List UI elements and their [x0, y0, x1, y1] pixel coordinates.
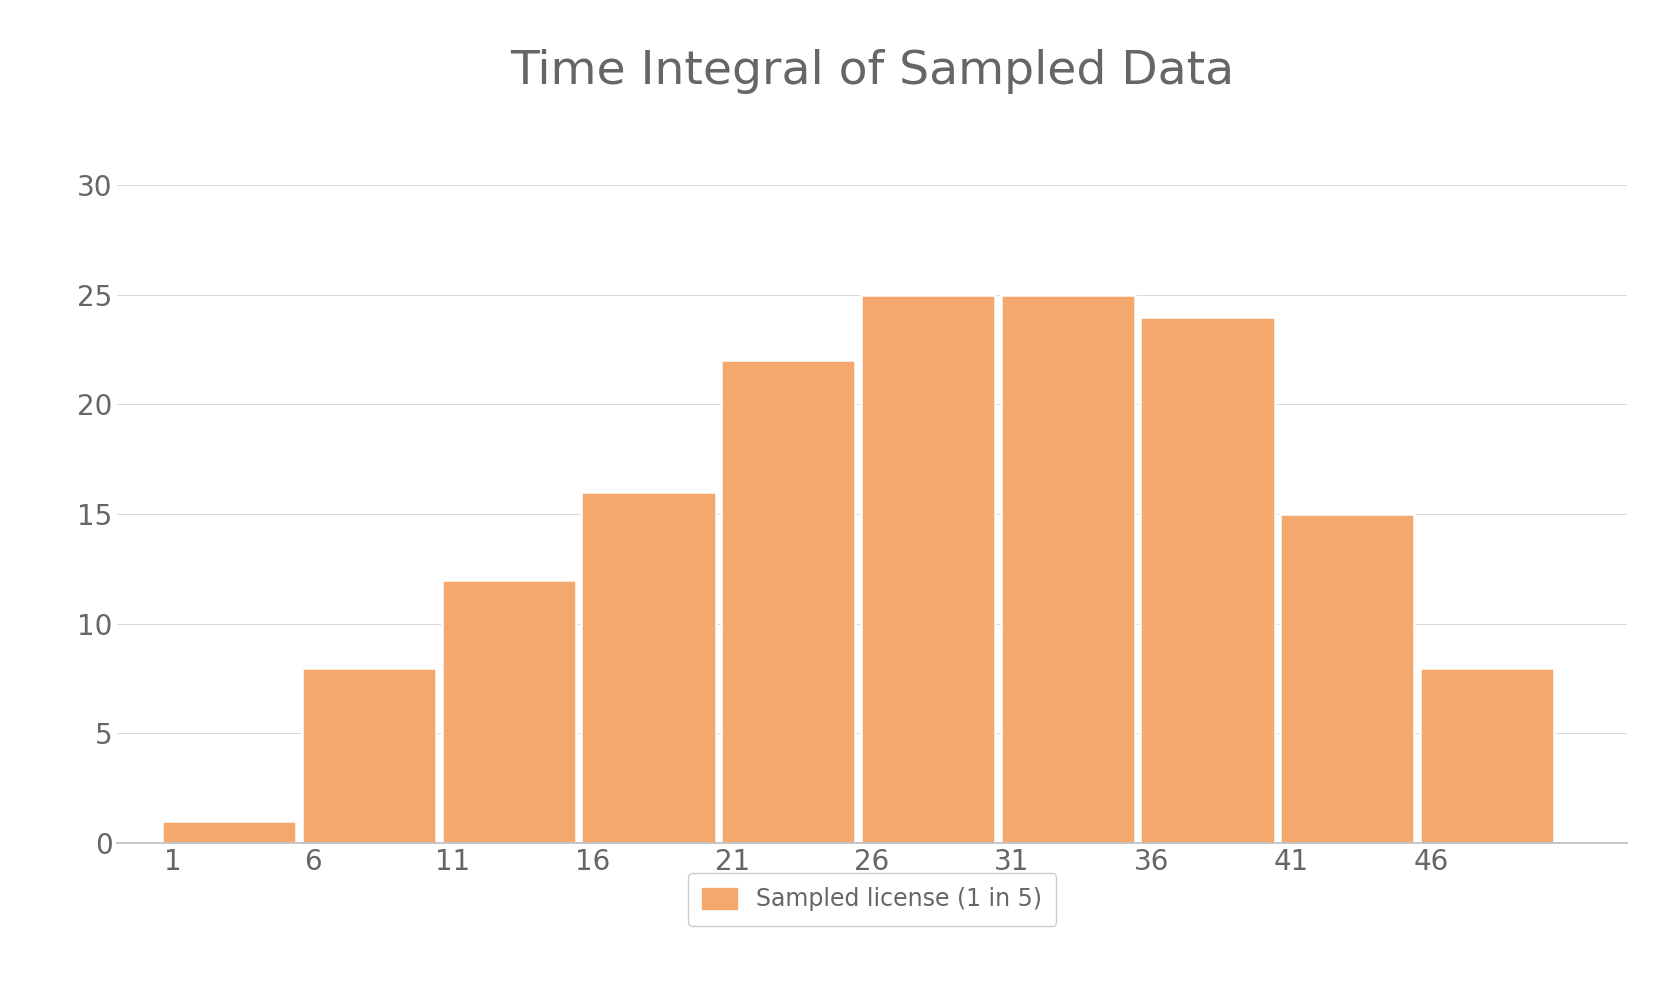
Bar — [1001, 295, 1135, 843]
Bar — [441, 580, 575, 843]
Legend: Sampled license (1 in 5): Sampled license (1 in 5) — [688, 873, 1057, 926]
Bar — [302, 668, 436, 843]
Bar — [163, 821, 297, 843]
Bar — [1280, 514, 1414, 843]
Bar — [721, 360, 855, 843]
Bar — [1420, 668, 1555, 843]
Bar — [582, 492, 716, 843]
Bar — [860, 295, 994, 843]
Bar — [1140, 316, 1275, 843]
Title: Time Integral of Sampled Data: Time Integral of Sampled Data — [510, 50, 1234, 94]
